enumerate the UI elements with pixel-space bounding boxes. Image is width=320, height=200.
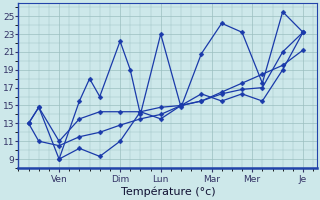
X-axis label: Température (°c): Température (°c) bbox=[121, 187, 215, 197]
